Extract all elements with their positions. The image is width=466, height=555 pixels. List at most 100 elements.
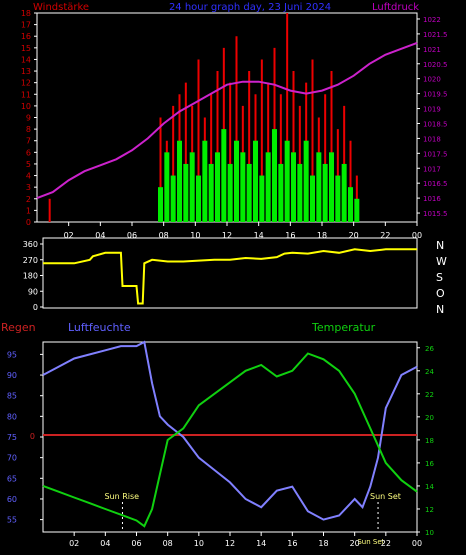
left-tick-label: 12 <box>21 79 31 88</box>
x-tick-label-top: 02 <box>64 231 74 240</box>
wind-bar <box>158 187 163 222</box>
left-tick-label: 18 <box>21 9 31 18</box>
wind-bar <box>265 152 271 222</box>
direction-tick-label: 270 <box>23 256 38 265</box>
right-tick-label: 1018 <box>423 135 441 143</box>
humidity-tick-label: 95 <box>7 350 17 359</box>
temperature-tick-label: 20 <box>425 414 434 422</box>
wind-bar <box>253 140 258 222</box>
right-tick-label: 1021.5 <box>423 31 448 39</box>
left-tick-label: 10 <box>21 102 31 111</box>
wind-bar <box>341 163 347 222</box>
luftdruck-label: Luftdruck <box>372 2 419 13</box>
direction-tick-label: 0 <box>33 303 38 312</box>
x-ticks-bottom: 02 04 06 08 10 12 14 16 18 20 22 00 <box>69 532 422 548</box>
chart-title: 24 hour graph day, 23 Juni 2024 <box>169 2 331 13</box>
humidity-tick-label: 55 <box>7 516 17 525</box>
wind-bar <box>322 163 328 222</box>
right-tick-label: 1020.5 <box>423 61 448 69</box>
left-tick-label: 5 <box>26 160 31 169</box>
x-tick-label-top: 18 <box>317 231 327 240</box>
temperature-line <box>42 352 418 528</box>
x-tick-label-bottom: 06 <box>131 539 141 548</box>
left-tick-label: 13 <box>21 67 31 76</box>
wind-bar <box>329 152 334 222</box>
temperature-tick-label: 12 <box>425 506 434 514</box>
temperatur-label: Temperatur <box>311 321 376 334</box>
right-tick-label: 1020 <box>423 76 441 84</box>
right-tick-label: 1017.5 <box>423 150 448 158</box>
x-tick-label-bottom: 04 <box>100 539 110 548</box>
wind-bar <box>303 140 309 222</box>
temperature-tick-label: 10 <box>425 529 434 537</box>
temperature-tick-label: 16 <box>425 460 434 468</box>
humidity-tick-label: 80 <box>7 412 17 421</box>
wind-bar <box>259 175 265 222</box>
wind-bar <box>316 152 322 222</box>
wind-bar <box>297 163 303 222</box>
x-tick-label-top: 06 <box>127 231 137 240</box>
wind-bar <box>272 129 277 222</box>
humidity-line <box>42 340 418 521</box>
x-tick-label-bottom: 14 <box>256 539 266 548</box>
wind-bar <box>196 175 201 222</box>
left-tick-label: 0 <box>26 218 31 227</box>
wind-bar <box>208 163 214 222</box>
x-tick-label-bottom: 08 <box>163 539 173 548</box>
right-tick-label: 1022 <box>423 16 441 24</box>
x-ticks-top: 02 04 06 08 10 12 14 16 18 20 22 00 <box>64 222 422 240</box>
right-tick-label: 1015.5 <box>423 210 448 218</box>
compass-label: O <box>436 287 445 300</box>
compass-label: S <box>436 271 443 284</box>
x-tick-label-bottom: 02 <box>69 539 79 548</box>
x-tick-label-top: 00 <box>412 231 422 240</box>
wind-bar <box>227 163 233 222</box>
left-tick-label: 1 <box>26 206 31 215</box>
wind-bar <box>189 152 195 222</box>
wind-bar <box>183 163 189 222</box>
humidity-tick-label: 70 <box>7 454 17 463</box>
x-tick-label-top: 20 <box>349 231 359 240</box>
x-tick-label-top: 22 <box>380 231 390 240</box>
wind-bar <box>215 152 220 222</box>
wind-bar <box>335 175 341 222</box>
x-tick-label-bottom: 20 <box>350 539 360 548</box>
wind-bar <box>164 152 170 222</box>
x-tick-label-top: 04 <box>95 231 105 240</box>
x-tick-label-bottom: 10 <box>194 539 204 548</box>
pressure-line <box>36 41 418 200</box>
left-tick-label: 7 <box>26 137 31 146</box>
right-tick-label: 1016.5 <box>423 180 448 188</box>
left-tick-label: 15 <box>21 44 31 53</box>
humidity-tick-label: 90 <box>7 371 17 380</box>
wind-bar <box>177 140 182 222</box>
left-tick-label: 11 <box>21 90 31 99</box>
right-tick-label: 1021 <box>423 46 441 54</box>
left-tick-label: 3 <box>26 183 31 192</box>
x-tick-label-bottom: 16 <box>287 539 297 548</box>
humidity-tick-label: 85 <box>7 392 17 401</box>
left-tick-label: 17 <box>21 21 31 30</box>
sunrise-label: Sun Rise <box>104 492 139 501</box>
direction-line <box>43 248 417 305</box>
right-tick-label: 1016 <box>423 195 441 203</box>
wind-bar <box>354 198 360 222</box>
compass-label: N <box>436 303 444 316</box>
x-tick-label-top: 12 <box>222 231 232 240</box>
x-tick-label-top: 08 <box>159 231 169 240</box>
wind-bar <box>284 140 290 222</box>
left-tick-label: 4 <box>26 172 31 181</box>
wind-direction-plot-frame <box>42 237 418 309</box>
left-tick-label: 6 <box>26 148 31 157</box>
temperature-tick-label: 18 <box>425 437 434 445</box>
right-tick-label: 1019 <box>423 106 441 114</box>
x-tick-label-bottom: 22 <box>381 539 391 548</box>
temperature-tick-label: 26 <box>425 345 434 353</box>
compass-label: N <box>436 239 444 252</box>
left-tick-label: 8 <box>26 125 31 134</box>
humidity-temperature-plot: 55 60 65 70 75 80 85 90 95 10 12 14 16 18 20 22 24 26 0 Sun… <box>7 340 434 546</box>
x-tick-label-top: 10 <box>190 231 200 240</box>
